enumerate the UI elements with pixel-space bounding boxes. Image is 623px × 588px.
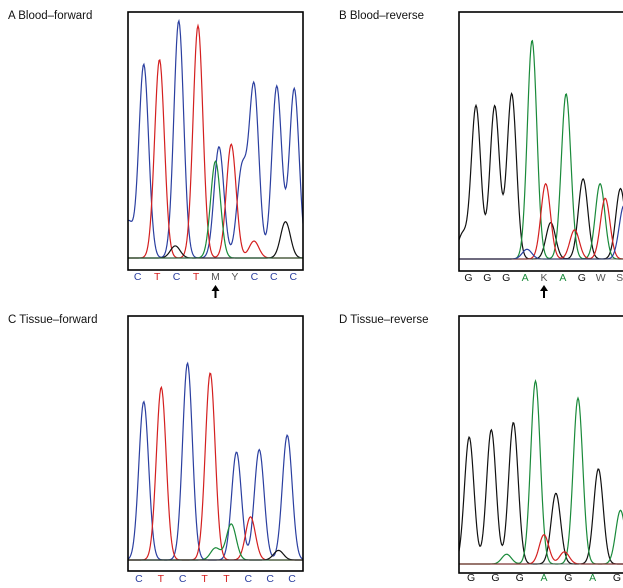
base-call: C <box>173 271 181 283</box>
base-call: C <box>179 573 187 585</box>
base-call: S <box>616 272 623 284</box>
trace-a <box>459 379 623 565</box>
panel-label-d: D Tissue–reverse <box>339 314 429 326</box>
trace-a <box>459 39 623 260</box>
base-call: C <box>290 271 298 283</box>
base-call: G <box>502 272 510 284</box>
base-call: G <box>464 272 472 284</box>
base-call: A <box>522 272 529 284</box>
base-call: C <box>288 573 296 585</box>
base-call: G <box>578 272 586 284</box>
base-call: G <box>491 572 499 584</box>
base-call: C <box>270 271 278 283</box>
base-call: C <box>134 271 142 283</box>
base-call: T <box>154 271 161 283</box>
trace-g <box>128 549 303 561</box>
base-call: A <box>540 572 547 584</box>
base-call: A <box>559 272 566 284</box>
base-call: C <box>245 573 253 585</box>
panel-frame <box>458 11 623 272</box>
base-call: G <box>483 272 491 284</box>
trace-t <box>128 23 303 259</box>
base-call: G <box>613 572 621 584</box>
base-call: C <box>251 271 259 283</box>
base-call: C <box>135 573 143 585</box>
panel-label-c: C Tissue–forward <box>8 314 98 326</box>
trace-t <box>459 534 623 565</box>
base-call: C <box>266 573 274 585</box>
base-call: T <box>158 573 165 585</box>
base-call: W <box>596 272 606 284</box>
base-call: G <box>467 572 475 584</box>
trace-c <box>128 18 303 259</box>
panel-frame <box>127 11 304 271</box>
base-call: K <box>540 272 547 284</box>
mutation-arrow-icon <box>211 285 220 298</box>
base-call: M <box>211 271 220 283</box>
base-call: A <box>589 572 596 584</box>
base-call: T <box>223 573 230 585</box>
base-call: G <box>516 572 524 584</box>
panel-frame <box>127 315 304 572</box>
base-call: G <box>564 572 572 584</box>
base-call: T <box>201 573 208 585</box>
trace-g <box>459 421 623 565</box>
base-call: T <box>193 271 200 283</box>
mutation-arrow-icon <box>540 285 548 298</box>
panel-frame <box>458 315 623 574</box>
base-call: Y <box>231 271 238 283</box>
panel-label-b: B Blood–reverse <box>339 10 425 22</box>
panel-label-a: A Blood–forward <box>8 10 93 22</box>
trace-t <box>128 372 303 561</box>
